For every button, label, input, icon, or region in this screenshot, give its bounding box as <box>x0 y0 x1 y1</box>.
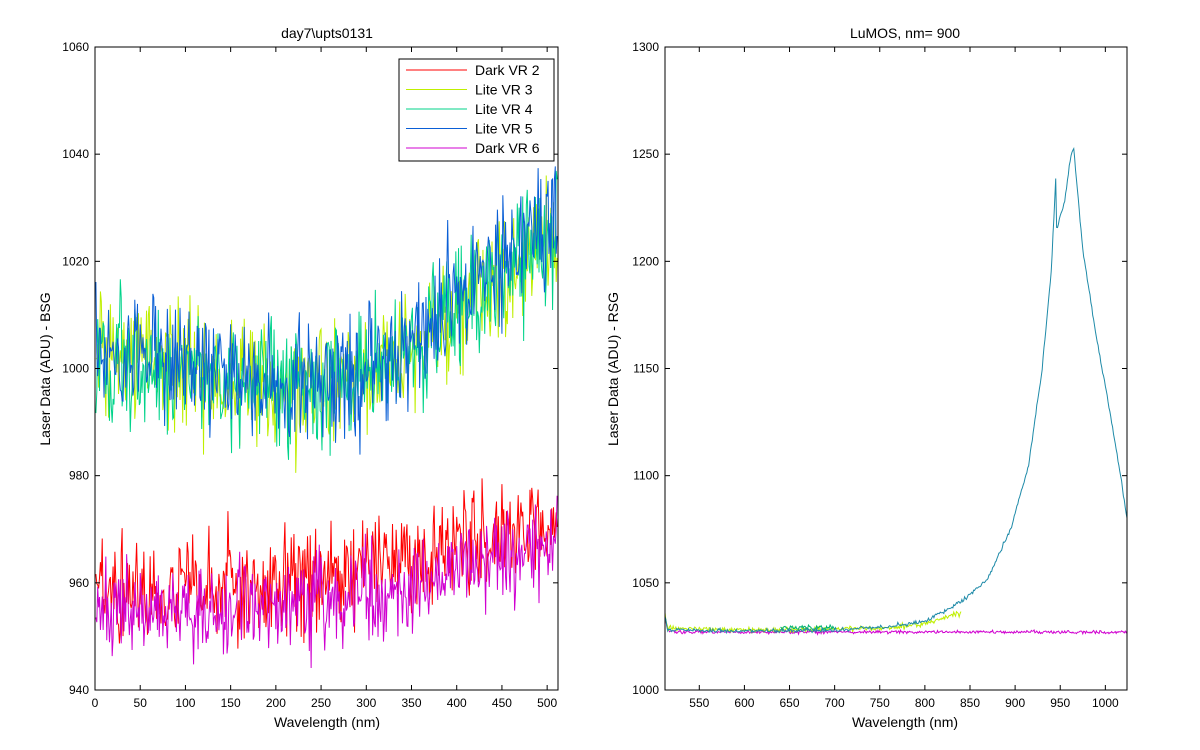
left-y-tick-label: 1000 <box>62 362 89 376</box>
left-series-line-5 <box>95 495 558 669</box>
legend-label: Dark VR 2 <box>475 62 540 78</box>
right-y-tick-label: 1050 <box>632 576 659 590</box>
legend-label: Dark VR 6 <box>475 140 540 156</box>
left-y-tick-label: 980 <box>69 469 89 483</box>
right-series-line-1 <box>665 617 1127 636</box>
right-x-tick-label: 550 <box>689 696 709 710</box>
chart-right-xlabel: Wavelength (nm) <box>852 714 958 730</box>
left-x-tick-label: 400 <box>447 696 467 710</box>
left-x-tick-label: 200 <box>266 696 286 710</box>
left-x-tick-label: 100 <box>175 696 195 710</box>
right-x-tick-label: 1000 <box>1092 696 1119 710</box>
left-series-line-4 <box>95 166 558 455</box>
right-y-tick-label: 1200 <box>632 254 659 268</box>
right-plot-area <box>665 47 1127 690</box>
right-x-tick-label: 650 <box>780 696 800 710</box>
left-y-tick-label: 1060 <box>62 40 89 54</box>
right-x-tick-label: 900 <box>1005 696 1025 710</box>
right-y-tick-label: 1150 <box>633 362 659 376</box>
right-x-tick-label: 600 <box>734 696 754 710</box>
left-x-tick-label: 300 <box>356 696 376 710</box>
left-y-tick-label: 960 <box>69 576 89 590</box>
right-x-tick-label: 950 <box>1050 696 1070 710</box>
left-y-tick-label: 1020 <box>62 254 89 268</box>
right-y-tick-label: 1000 <box>632 683 659 697</box>
chart-left-xlabel: Wavelength (nm) <box>274 714 380 730</box>
chart-left: day7\upts0131 Wavelength (nm) Laser Data… <box>37 25 559 730</box>
right-x-tick-label: 700 <box>825 696 845 710</box>
right-series-line-4 <box>665 147 1127 635</box>
chart-right: LuMOS, nm= 900 Wavelength (nm) Laser Dat… <box>605 25 1128 730</box>
left-y-tick-label: 940 <box>69 683 89 697</box>
left-x-tick-label: 450 <box>492 696 512 710</box>
right-x-tick-label: 850 <box>960 696 980 710</box>
right-y-tick-label: 1100 <box>633 469 659 483</box>
chart-right-title: LuMOS, nm= 900 <box>850 25 960 41</box>
left-y-tick-label: 1040 <box>62 147 89 161</box>
right-x-tick-label: 750 <box>870 696 890 710</box>
right-series-group <box>665 147 1127 636</box>
left-series-line-1 <box>95 478 558 649</box>
legend-label: Lite VR 3 <box>475 82 533 98</box>
legend-label: Lite VR 5 <box>475 121 533 137</box>
right-y-tick-label: 1250 <box>632 147 659 161</box>
left-x-tick-label: 150 <box>221 696 241 710</box>
left-series-group <box>95 166 558 669</box>
legend-label: Lite VR 4 <box>475 101 533 117</box>
right-x-tick-label: 800 <box>915 696 935 710</box>
chart-right-ylabel: Laser Data (ADU) - RSG <box>605 292 621 446</box>
left-x-tick-label: 0 <box>92 696 99 710</box>
chart-left-ylabel: Laser Data (ADU) - BSG <box>37 292 53 445</box>
left-series-line-3 <box>95 170 558 460</box>
chart-left-title: day7\upts0131 <box>281 25 373 41</box>
legend <box>398 58 555 162</box>
right-y-tick-label: 1300 <box>632 40 659 54</box>
left-x-tick-label: 350 <box>401 696 421 710</box>
left-x-tick-label: 250 <box>311 696 331 710</box>
left-x-tick-label: 500 <box>537 696 557 710</box>
left-x-tick-label: 50 <box>134 696 148 710</box>
